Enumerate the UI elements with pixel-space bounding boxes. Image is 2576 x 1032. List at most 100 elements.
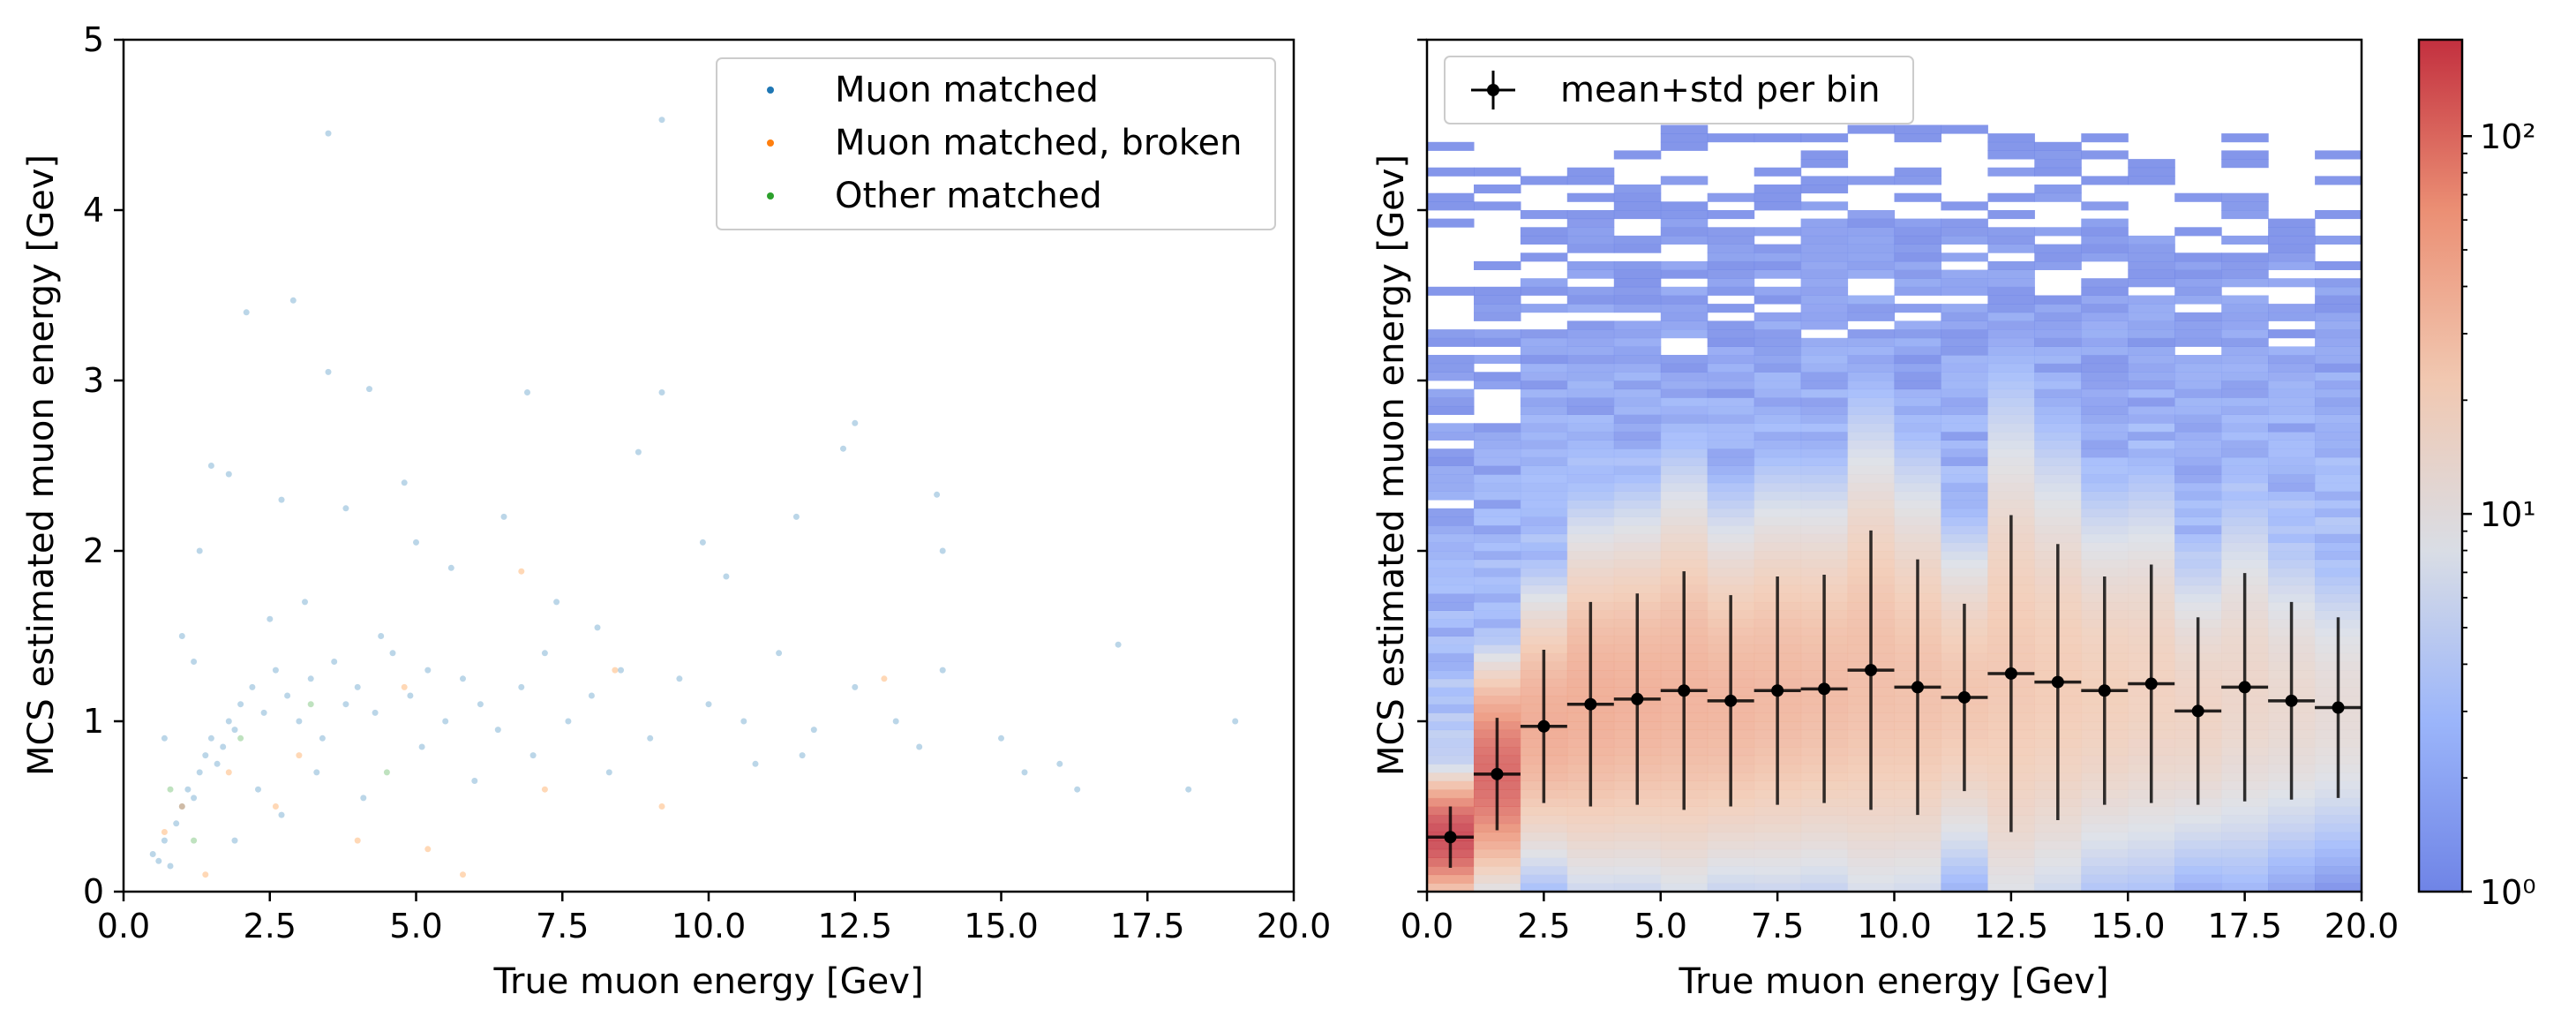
heatmap-cell-12-75 <box>1987 244 2035 253</box>
heatmap-cell-7-58 <box>1754 388 1802 398</box>
heatmap-cell-1-59 <box>1474 380 1521 390</box>
heatmap-cell-5-42 <box>1660 525 1709 535</box>
heatmap-cell-15-55 <box>2128 414 2175 424</box>
heatmap-cell-8-60 <box>1800 372 1849 381</box>
heatmap-x-tick-label-6: 15.0 <box>2091 907 2166 945</box>
heatmap-cell-5-59 <box>1660 380 1709 390</box>
heatmap-cell-16-71 <box>2174 278 2222 288</box>
heatmap-cell-4-39 <box>1613 551 1662 561</box>
heatmap-cell-4-68 <box>1613 304 1662 313</box>
heatmap-cell-6-75 <box>1707 244 1755 253</box>
heatmap-cell-18-59 <box>2268 380 2316 390</box>
scatter-point-muon-matched-71 <box>278 811 285 818</box>
heatmap-cell-15-0 <box>2128 883 2175 892</box>
heatmap-cell-13-87 <box>2034 141 2082 151</box>
heatmap-cell-6-41 <box>1707 533 1755 543</box>
heatmap-cell-18-1 <box>2268 874 2316 884</box>
heatmap-cell-11-71 <box>1941 278 1988 288</box>
heatmap-cell-0-58 <box>1427 388 1475 398</box>
heatmap-cell-7-53 <box>1754 431 1802 441</box>
heatmap-cell-12-49 <box>1987 465 2035 475</box>
heatmap-cell-17-8 <box>2221 815 2269 825</box>
heatmap-cell-3-77 <box>1566 227 1615 237</box>
heatmap-cell-5-49 <box>1660 465 1709 475</box>
heatmap-cell-9-62 <box>1847 355 1896 365</box>
heatmap-cell-10-66 <box>1894 320 1941 330</box>
heatmap-cell-19-32 <box>2315 610 2362 620</box>
scatter-point-muon-matched-66 <box>934 491 941 498</box>
heatmap-cell-3-66 <box>1566 320 1615 330</box>
heatmap-cell-3-39 <box>1566 551 1615 561</box>
heatmap-cell-3-78 <box>1566 218 1615 228</box>
heatmap-cell-0-56 <box>1427 405 1475 415</box>
scatter-point-muon-matched-36 <box>565 718 572 725</box>
heatmap-cell-13-57 <box>2034 397 2082 407</box>
heatmap-cell-6-59 <box>1707 380 1755 390</box>
heatmap-cell-17-86 <box>2221 150 2269 160</box>
heatmap-cell-11-76 <box>1941 235 1988 245</box>
heatmap-cell-2-54 <box>1520 423 1568 433</box>
heatmap-cell-17-63 <box>2221 346 2269 356</box>
heatmap-cell-5-2 <box>1660 866 1709 876</box>
heatmap-cell-13-65 <box>2034 329 2082 339</box>
heatmap-cell-10-48 <box>1894 474 1941 484</box>
heatmap-cell-0-61 <box>1427 363 1475 373</box>
heatmap-cell-1-54 <box>1474 423 1521 433</box>
heatmap-cell-3-75 <box>1566 244 1615 253</box>
heatmap-cell-15-3 <box>2128 857 2175 867</box>
heatmap-cell-2-50 <box>1520 456 1568 466</box>
heatmap-cell-7-56 <box>1754 405 1802 415</box>
heatmap-cell-13-3 <box>2034 857 2082 867</box>
errorbar-point-6 <box>1724 694 1738 707</box>
heatmap-cell-9-50 <box>1847 456 1896 466</box>
heatmap-cell-3-9 <box>1566 806 1615 816</box>
heatmap-cell-3-70 <box>1566 286 1615 296</box>
heatmap-cell-7-40 <box>1754 542 1802 552</box>
heatmap-cell-5-70 <box>1660 286 1709 296</box>
scatter-point-muon-matched-11 <box>214 760 221 767</box>
scatter-point-muon-matched-56 <box>289 297 297 304</box>
errorbar-point-10 <box>1911 681 1924 694</box>
heatmap-cell-15-38 <box>2128 559 2175 569</box>
scatter-point-muon-matched-94 <box>413 539 419 546</box>
heatmap-cell-11-44 <box>1941 508 1988 517</box>
heatmap-cell-3-38 <box>1566 559 1615 569</box>
heatmap-cell-15-50 <box>2128 456 2175 466</box>
heatmap-cell-6-64 <box>1707 337 1755 347</box>
heatmap-cell-7-2 <box>1754 866 1802 876</box>
errorbar-point-18 <box>2285 694 2298 707</box>
heatmap-cell-8-88 <box>1800 133 1849 143</box>
heatmap-cell-15-85 <box>2128 159 2175 169</box>
scatter-point-muon-matched-34 <box>518 683 525 690</box>
heatmap-cell-7-57 <box>1754 397 1802 407</box>
heatmap-cell-8-55 <box>1800 414 1849 424</box>
heatmap-cell-2-59 <box>1520 380 1568 390</box>
heatmap-cell-12-3 <box>1987 857 2035 867</box>
heatmap-cell-11-67 <box>1941 312 1988 321</box>
heatmap-cell-17-49 <box>2221 465 2269 475</box>
heatmap-cell-4-44 <box>1613 508 1662 517</box>
heatmap-cell-0-21 <box>1427 704 1475 713</box>
heatmap-cell-14-57 <box>2081 397 2129 407</box>
heatmap-cell-11-37 <box>1941 568 1988 577</box>
heatmap-cell-2-47 <box>1520 482 1568 492</box>
heatmap-cell-17-54 <box>2221 423 2269 433</box>
heatmap-cell-17-0 <box>2221 883 2269 892</box>
heatmap-y-axis-label: MCS estimated muon energy [Gev] <box>1371 154 1412 776</box>
heatmap-cell-15-61 <box>2128 363 2175 373</box>
heatmap-cell-3-63 <box>1566 346 1615 356</box>
heatmap-cell-0-16 <box>1427 747 1475 757</box>
heatmap-cell-8-62 <box>1800 355 1849 365</box>
heatmap-cell-6-36 <box>1707 576 1755 586</box>
heatmap-cell-11-55 <box>1941 414 1988 424</box>
heatmap-x-tick-label-7: 17.5 <box>2207 907 2282 945</box>
heatmap-cell-15-76 <box>2128 235 2175 245</box>
heatmap-cell-18-62 <box>2268 355 2316 365</box>
scatter-point-muon-matched-broken-11 <box>881 675 888 682</box>
heatmap-cell-11-9 <box>1941 806 1988 816</box>
colorbar-tick-label-2: 10² <box>2480 117 2536 156</box>
heatmap-cell-18-74 <box>2268 252 2316 262</box>
heatmap-cell-1-37 <box>1474 568 1521 577</box>
heatmap-cell-13-59 <box>2034 380 2082 390</box>
heatmap-cell-3-34 <box>1566 593 1615 603</box>
